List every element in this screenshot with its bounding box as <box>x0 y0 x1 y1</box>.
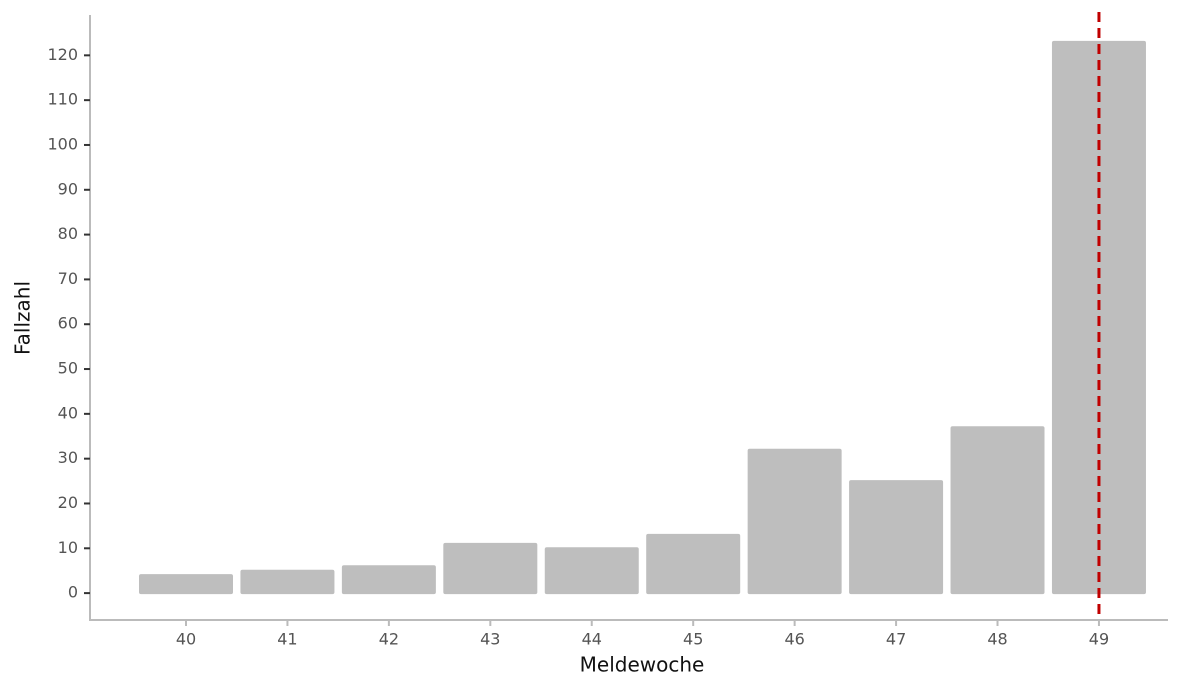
bar <box>747 448 842 595</box>
x-tick-label: 47 <box>886 630 906 649</box>
x-tick-label: 45 <box>683 630 703 649</box>
x-tick-label: 43 <box>480 630 500 649</box>
y-tick-label: 110 <box>47 90 78 109</box>
y-tick-label: 80 <box>58 224 78 243</box>
x-axis-title: Meldewoche <box>580 653 705 677</box>
y-tick-label: 70 <box>58 269 78 288</box>
bar <box>544 547 639 595</box>
bar <box>849 480 944 595</box>
bar <box>139 574 233 595</box>
bar <box>240 569 335 595</box>
y-axis-title: Fallzahl <box>11 281 35 355</box>
x-tick-label: 46 <box>784 630 804 649</box>
bar <box>950 426 1045 595</box>
y-tick-label: 0 <box>68 583 78 602</box>
y-tick-label: 90 <box>58 179 78 198</box>
x-tick-label: 44 <box>582 630 602 649</box>
x-tick-label: 49 <box>1089 630 1109 649</box>
y-tick-label: 30 <box>58 448 78 467</box>
bar <box>443 542 538 595</box>
x-tick-label: 41 <box>277 630 297 649</box>
bar <box>646 533 741 595</box>
x-tick-label: 48 <box>987 630 1007 649</box>
y-tick-label: 60 <box>58 314 78 333</box>
y-tick-label: 40 <box>58 403 78 422</box>
y-tick-label: 20 <box>58 493 78 512</box>
x-tick-label: 40 <box>176 630 196 649</box>
x-tick-label: 42 <box>379 630 399 649</box>
y-tick-label: 50 <box>58 359 78 378</box>
y-tick-label: 100 <box>47 134 78 153</box>
bar <box>341 565 436 595</box>
y-tick-label: 10 <box>58 538 78 557</box>
y-tick-label: 120 <box>47 45 78 64</box>
